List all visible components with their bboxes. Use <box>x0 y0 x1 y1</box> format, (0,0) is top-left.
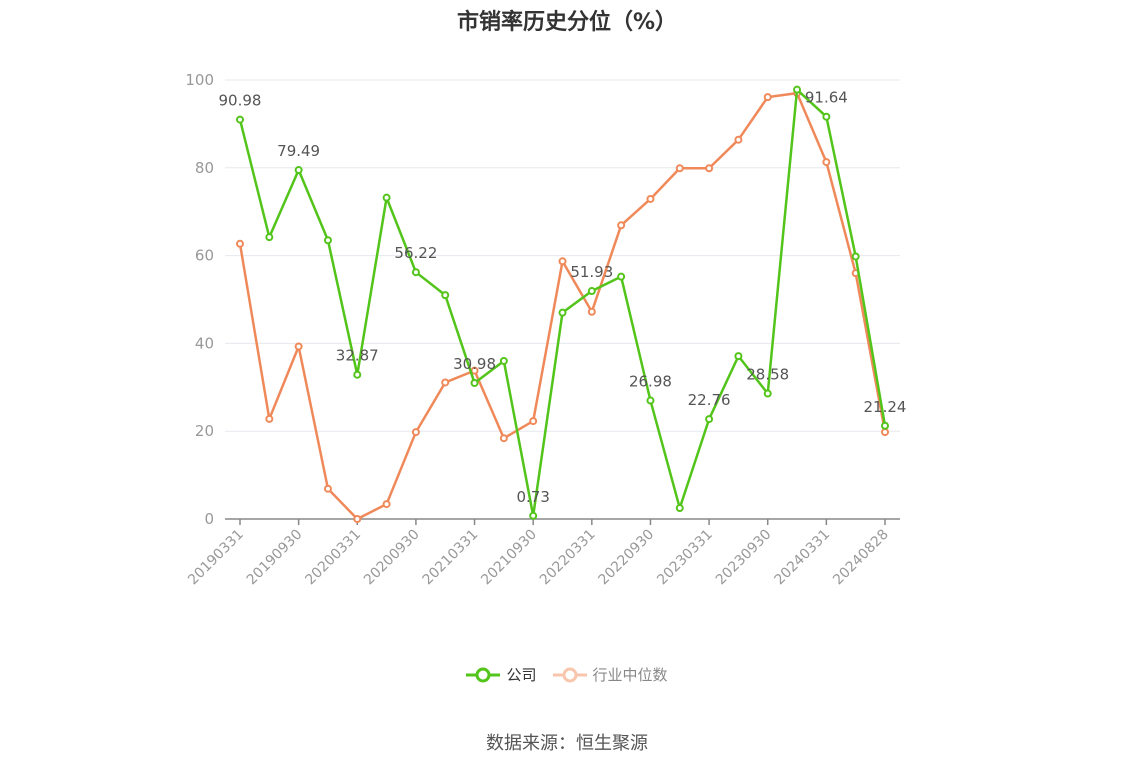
company-point <box>646 396 655 405</box>
industry-median-line <box>238 91 887 521</box>
y-tick-label: 100 <box>185 71 214 89</box>
company-data-label: 26.98 <box>629 373 672 391</box>
company-point <box>353 370 362 379</box>
source-note: 数据来源：恒生聚源 <box>486 733 648 754</box>
legend-item-company[interactable]: 公司 <box>466 664 537 685</box>
industry-median-point <box>382 500 391 509</box>
y-tick-label: 60 <box>195 247 214 265</box>
line-chart: 0 20 40 60 80 100 2019033120190930202003312020… <box>185 71 907 589</box>
company-point <box>294 166 303 175</box>
industry-median-point <box>265 414 274 423</box>
company-data-label: 28.58 <box>746 366 789 384</box>
company-point <box>411 268 420 277</box>
y-tick-label: 40 <box>195 334 214 352</box>
industry-median-point <box>675 164 684 173</box>
x-tick-label: 20190930 <box>244 527 306 589</box>
x-tick-label: 20220331 <box>537 527 599 589</box>
company-point <box>675 504 684 513</box>
legend-label-industry-median: 行业中位数 <box>592 666 668 684</box>
industry-median-point <box>646 194 655 203</box>
industry-median-point <box>411 428 420 437</box>
legend-industry-icon <box>552 667 587 682</box>
industry-median-point <box>294 342 303 351</box>
company-data-label: 0.73 <box>516 488 549 506</box>
company-point <box>822 112 831 121</box>
company-point <box>763 389 772 398</box>
data-labels: 90.98 79.49 32.87 56.22 30.98 0.73 51.93 26.98 2… <box>219 89 907 506</box>
industry-median-point <box>881 428 889 437</box>
company-point <box>236 115 244 124</box>
legend-item-industry-median[interactable]: 行业中位数 <box>552 664 668 685</box>
x-tick-label: 20210930 <box>478 527 540 589</box>
industry-median-point <box>617 221 626 230</box>
legend-company-icon <box>466 667 501 682</box>
company-data-label: 90.98 <box>219 92 262 110</box>
company-line <box>238 88 887 518</box>
x-tick-label: 20230331 <box>654 527 716 589</box>
industry-median-point <box>441 378 450 387</box>
company-data-label: 30.98 <box>453 355 496 373</box>
company-data-label: 91.64 <box>805 89 848 107</box>
company-point <box>470 378 479 387</box>
company-point <box>265 233 274 242</box>
company-point <box>499 356 508 365</box>
series-lines <box>236 85 889 523</box>
industry-median-point <box>323 484 332 493</box>
company-point <box>705 415 714 424</box>
company-data-label: 56.22 <box>394 244 437 262</box>
industry-median-point <box>822 158 831 167</box>
company-point <box>851 252 860 261</box>
company-point <box>793 85 802 94</box>
company-point <box>441 291 450 300</box>
company-point <box>587 287 596 296</box>
legend-label-company: 公司 <box>506 666 537 684</box>
company-point <box>734 352 743 361</box>
company-data-label: 51.93 <box>570 263 613 281</box>
x-tick-label: 20220930 <box>596 527 658 589</box>
y-tick-label: 0 <box>204 510 214 528</box>
company-data-label: 22.76 <box>688 391 731 409</box>
y-tick-label: 20 <box>195 422 214 440</box>
company-point <box>558 308 567 317</box>
industry-median-point <box>763 93 772 102</box>
industry-median-point <box>236 239 244 248</box>
industry-median-point <box>499 434 508 443</box>
company-point <box>382 193 391 202</box>
chart-title: 市销率历史分位（%） <box>456 10 678 35</box>
y-tick-label: 80 <box>195 159 214 177</box>
company-data-label: 79.49 <box>277 142 320 160</box>
industry-median-point <box>529 417 538 426</box>
x-tick-label: 20240331 <box>771 527 833 589</box>
industry-median-point <box>734 135 743 144</box>
industry-median-point <box>587 307 596 316</box>
company-point <box>323 236 332 245</box>
legend: 公司 行业中位数 <box>0 664 1134 685</box>
industry-median-point <box>558 257 567 266</box>
x-tick-label: 20190331 <box>185 527 247 589</box>
x-tick-label: 20200331 <box>302 527 364 589</box>
company-point <box>617 272 626 281</box>
x-tick-label: 20210331 <box>420 527 482 589</box>
x-tick-label: 20200930 <box>361 527 423 589</box>
industry-median-point <box>353 515 362 523</box>
company-data-label: 21.24 <box>864 398 907 416</box>
grid-lines <box>225 79 900 432</box>
x-tick-label: 20240828 <box>830 527 892 589</box>
x-tick-label: 20230930 <box>713 527 775 589</box>
company-data-label: 32.87 <box>336 347 379 365</box>
company-point <box>529 511 538 520</box>
company-point <box>881 421 889 430</box>
industry-median-point <box>705 164 714 173</box>
